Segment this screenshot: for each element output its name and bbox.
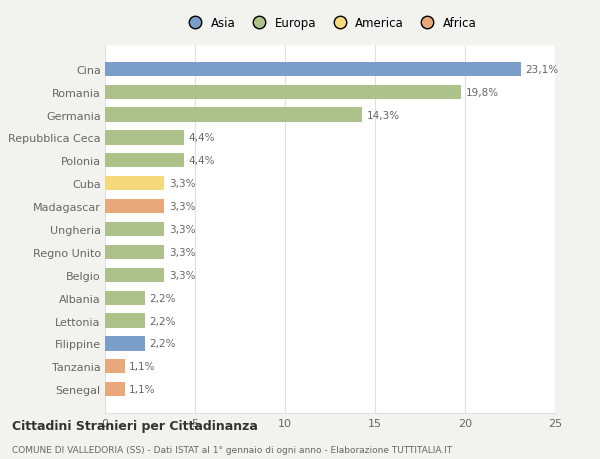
Bar	[105, 268, 164, 282]
Bar	[105, 108, 362, 123]
Text: 3,3%: 3,3%	[169, 202, 196, 212]
Bar	[105, 154, 184, 168]
Text: 3,3%: 3,3%	[169, 270, 196, 280]
Bar	[105, 131, 184, 145]
Text: 2,2%: 2,2%	[149, 293, 176, 303]
Text: 3,3%: 3,3%	[169, 247, 196, 257]
Bar	[105, 336, 145, 351]
Bar	[105, 177, 164, 191]
Text: 23,1%: 23,1%	[526, 65, 559, 75]
Bar	[105, 200, 164, 214]
Bar	[105, 245, 164, 259]
Text: 1,1%: 1,1%	[130, 362, 156, 371]
Text: 3,3%: 3,3%	[169, 179, 196, 189]
Bar	[105, 223, 164, 236]
Text: Cittadini Stranieri per Cittadinanza: Cittadini Stranieri per Cittadinanza	[12, 419, 258, 432]
Text: COMUNE DI VALLEDORIA (SS) - Dati ISTAT al 1° gennaio di ogni anno - Elaborazione: COMUNE DI VALLEDORIA (SS) - Dati ISTAT a…	[12, 445, 452, 454]
Bar	[105, 291, 145, 305]
Bar	[105, 382, 125, 397]
Text: 19,8%: 19,8%	[466, 88, 499, 97]
Text: 14,3%: 14,3%	[367, 110, 400, 120]
Text: 4,4%: 4,4%	[188, 156, 215, 166]
Bar	[105, 359, 125, 374]
Bar	[105, 85, 461, 100]
Bar	[105, 62, 521, 77]
Text: 2,2%: 2,2%	[149, 316, 176, 326]
Text: 3,3%: 3,3%	[169, 224, 196, 235]
Text: 1,1%: 1,1%	[130, 384, 156, 394]
Bar	[105, 314, 145, 328]
Text: 2,2%: 2,2%	[149, 339, 176, 349]
Text: 4,4%: 4,4%	[188, 133, 215, 143]
Legend: Asia, Europa, America, Africa: Asia, Europa, America, Africa	[181, 15, 479, 33]
